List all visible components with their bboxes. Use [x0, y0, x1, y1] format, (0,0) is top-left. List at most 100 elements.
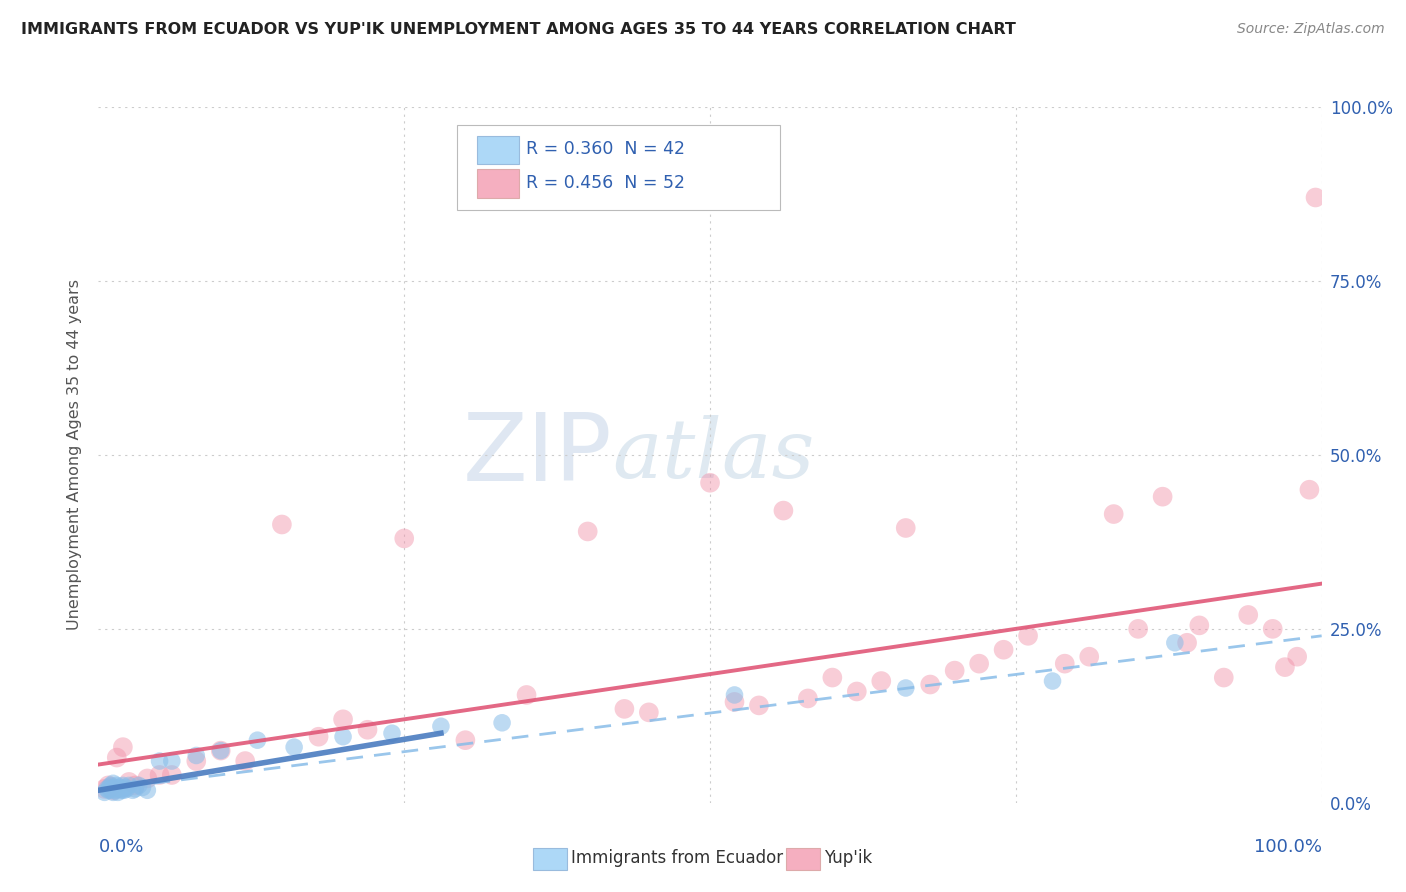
- Point: [356, 723, 378, 737]
- Point: [101, 785, 124, 799]
- Point: [105, 778, 128, 792]
- Point: [845, 684, 868, 698]
- Point: [209, 744, 232, 758]
- Point: [392, 532, 416, 546]
- Point: [118, 775, 141, 789]
- Point: [613, 702, 636, 716]
- Point: [110, 781, 132, 796]
- Point: [772, 503, 794, 517]
- Point: [101, 783, 124, 797]
- Point: [93, 785, 115, 799]
- Point: [105, 750, 128, 764]
- Text: atlas: atlas: [612, 415, 814, 495]
- Point: [943, 664, 966, 678]
- Point: [748, 698, 770, 713]
- Point: [111, 740, 134, 755]
- Text: ZIP: ZIP: [463, 409, 612, 501]
- Point: [1261, 622, 1284, 636]
- Point: [1286, 649, 1309, 664]
- Text: R = 0.360  N = 42: R = 0.360 N = 42: [526, 140, 685, 158]
- Point: [637, 706, 661, 720]
- Point: [93, 781, 115, 796]
- Point: [112, 783, 135, 797]
- Point: [894, 521, 917, 535]
- Point: [96, 781, 118, 796]
- Point: [1152, 490, 1174, 504]
- Point: [111, 781, 134, 796]
- Point: [894, 681, 917, 695]
- Point: [993, 642, 1015, 657]
- Point: [114, 780, 136, 795]
- Point: [97, 783, 120, 797]
- Text: IMMIGRANTS FROM ECUADOR VS YUP'IK UNEMPLOYMENT AMONG AGES 35 TO 44 YEARS CORRELA: IMMIGRANTS FROM ECUADOR VS YUP'IK UNEMPL…: [21, 22, 1017, 37]
- Point: [108, 780, 131, 795]
- Point: [209, 744, 232, 758]
- Point: [870, 674, 893, 689]
- Point: [124, 781, 146, 796]
- Point: [100, 783, 122, 797]
- Text: Source: ZipAtlas.com: Source: ZipAtlas.com: [1237, 22, 1385, 37]
- Point: [1188, 618, 1211, 632]
- Text: Yup'ik: Yup'ik: [824, 849, 872, 867]
- Point: [97, 778, 120, 792]
- Point: [967, 657, 990, 671]
- Point: [1305, 190, 1327, 204]
- Point: [104, 783, 127, 797]
- Point: [100, 778, 122, 792]
- Point: [101, 781, 124, 796]
- Point: [430, 719, 453, 733]
- Text: 100.0%: 100.0%: [1254, 838, 1322, 855]
- Point: [1175, 636, 1198, 650]
- Point: [111, 778, 134, 792]
- Point: [160, 754, 183, 768]
- Point: [1274, 660, 1296, 674]
- Point: [381, 726, 404, 740]
- Point: [821, 671, 844, 685]
- Point: [107, 785, 129, 799]
- Point: [1102, 507, 1125, 521]
- Point: [920, 677, 942, 691]
- Point: [1237, 607, 1260, 622]
- Point: [136, 772, 159, 786]
- Point: [515, 688, 537, 702]
- Point: [136, 783, 159, 797]
- Point: [1017, 629, 1039, 643]
- Point: [186, 748, 208, 763]
- Point: [128, 778, 150, 792]
- Point: [308, 730, 330, 744]
- Point: [115, 781, 138, 796]
- Text: Immigrants from Ecuador: Immigrants from Ecuador: [571, 849, 783, 867]
- Point: [1164, 636, 1187, 650]
- Point: [1212, 671, 1234, 685]
- Point: [186, 754, 208, 768]
- Point: [131, 780, 153, 795]
- Point: [332, 730, 354, 744]
- Point: [1078, 649, 1101, 664]
- Point: [1298, 483, 1320, 497]
- Point: [160, 768, 183, 782]
- Point: [1042, 674, 1064, 689]
- Point: [246, 733, 269, 747]
- Point: [1128, 622, 1150, 636]
- Point: [332, 712, 354, 726]
- Y-axis label: Unemployment Among Ages 35 to 44 years: Unemployment Among Ages 35 to 44 years: [66, 279, 82, 631]
- Text: 0.0%: 0.0%: [98, 838, 143, 855]
- Point: [149, 754, 172, 768]
- Point: [149, 768, 172, 782]
- Point: [491, 715, 513, 730]
- Point: [124, 778, 146, 792]
- Point: [270, 517, 294, 532]
- Point: [283, 740, 305, 755]
- Point: [1053, 657, 1076, 671]
- Point: [98, 780, 121, 795]
- Point: [103, 780, 125, 795]
- Point: [105, 781, 128, 796]
- Point: [118, 778, 141, 792]
- Text: R = 0.456  N = 52: R = 0.456 N = 52: [526, 174, 685, 192]
- Point: [121, 783, 143, 797]
- Point: [111, 783, 134, 797]
- Point: [699, 475, 721, 490]
- Point: [576, 524, 599, 539]
- Point: [797, 691, 820, 706]
- Point: [100, 780, 122, 795]
